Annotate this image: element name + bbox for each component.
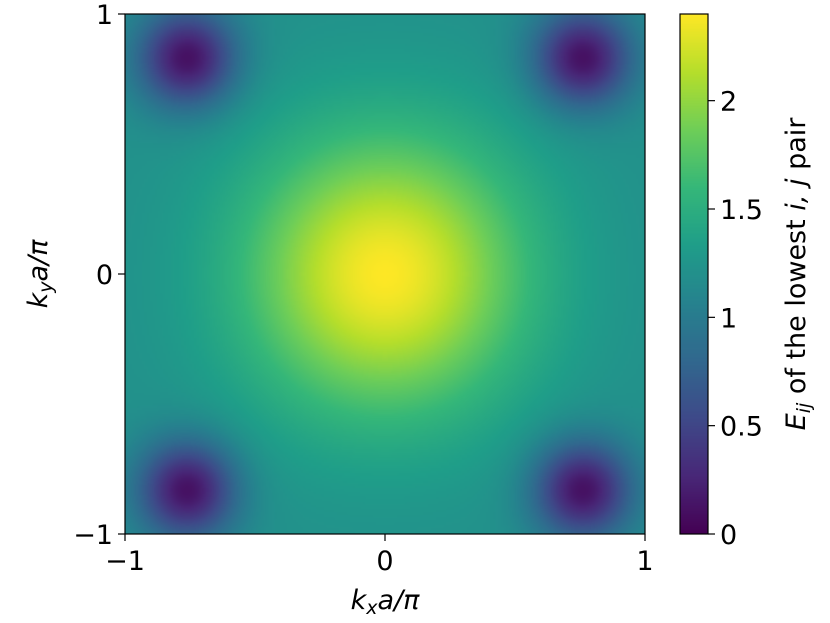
label-part: ij <box>793 402 815 413</box>
y-tick-label: 1 <box>96 0 113 31</box>
colorbar-label: Eij of the lowest i, j pair <box>781 117 815 431</box>
label-part: pair <box>781 117 812 179</box>
label-part: i, j <box>781 178 812 211</box>
heatmap-plot <box>124 13 646 535</box>
colorbar-tick-label: 2 <box>720 87 737 118</box>
x-tick-label: 1 <box>636 546 653 577</box>
y-axis-ticks: −1 0 1 <box>73 0 125 551</box>
colorbar-tick-label: 1.5 <box>720 195 763 226</box>
colorbar-tick-label: 0 <box>720 520 737 551</box>
y-tick-label: −1 <box>73 520 113 551</box>
label-part: k <box>23 291 54 308</box>
colorbar-tick-label: 1 <box>720 303 737 334</box>
y-axis-label: kya/π <box>23 239 57 309</box>
label-part: k <box>351 585 368 616</box>
x-axis-ticks: −1 0 1 <box>105 534 654 577</box>
label-part: a/π <box>377 585 420 616</box>
y-tick-label: 0 <box>96 260 113 291</box>
heatmap-image <box>125 14 645 534</box>
colorbar-gradient <box>680 14 708 534</box>
colorbar-ticks: 0 0.5 1 1.5 2 <box>708 87 763 551</box>
colorbar: 0 0.5 1 1.5 2 <box>679 13 763 551</box>
label-part: y <box>35 281 57 294</box>
label-part: x <box>365 597 378 619</box>
label-part: E <box>781 413 812 430</box>
x-tick-label: 0 <box>376 546 393 577</box>
x-axis-label: kxa/π <box>351 585 421 619</box>
x-tick-label: −1 <box>105 546 145 577</box>
label-part: of the lowest <box>781 211 812 403</box>
label-part: a/π <box>23 239 54 282</box>
colorbar-frame <box>679 13 709 535</box>
colorbar-tick-label: 0.5 <box>720 412 763 443</box>
